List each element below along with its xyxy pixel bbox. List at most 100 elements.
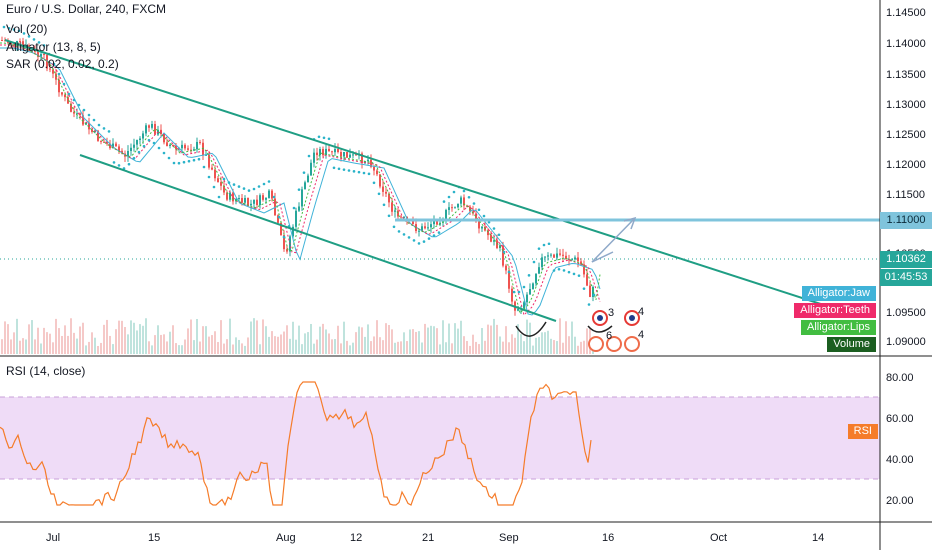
sar-dot (222, 177, 226, 181)
volume-bar (40, 343, 42, 354)
candle-body (121, 150, 123, 154)
candle-body (49, 68, 51, 70)
event-badge-icon[interactable] (588, 336, 604, 352)
candle-body (118, 146, 120, 151)
volume-bar (523, 341, 525, 354)
sar-dot (502, 250, 506, 254)
time-tick: Oct (710, 532, 727, 544)
candle-body (496, 240, 498, 249)
candle-body (505, 265, 507, 271)
volume-bar (451, 343, 453, 354)
projection-arrow[interactable] (591, 216, 637, 263)
sar-dot (162, 151, 166, 155)
price-tick: 1.14500 (886, 7, 926, 19)
symbol-title[interactable]: Euro / U.S. Dollar, 240, FXCM (6, 2, 167, 16)
volume-bar (556, 341, 558, 354)
flag-icon (597, 315, 603, 321)
candle-body (391, 202, 393, 212)
volume-bar (217, 342, 219, 354)
price-tick: 1.09500 (886, 307, 926, 319)
candle-body (82, 115, 84, 125)
sar-dot (362, 171, 366, 175)
volume-bar (313, 343, 315, 354)
sar-dot (572, 272, 576, 276)
sar-dot (147, 138, 151, 142)
candle-body (424, 226, 426, 229)
volume-bar (136, 330, 138, 354)
sar-dot (477, 208, 481, 212)
channel-lower-line[interactable] (79, 154, 557, 322)
volume-bar (175, 343, 177, 354)
candle-body (589, 285, 591, 297)
volume-bar (13, 332, 15, 354)
sar-dot (317, 135, 321, 139)
volume-bar (472, 334, 474, 354)
volume-bar (28, 324, 30, 354)
sar-dot (102, 127, 106, 130)
candle-body (571, 259, 573, 261)
curve-annotation[interactable] (515, 321, 547, 337)
candle-body (127, 150, 129, 157)
volume-bar (157, 325, 159, 354)
volume-bar (253, 318, 255, 354)
volume-bar (415, 331, 417, 354)
sar-dot (27, 35, 31, 38)
curve-annotation-2[interactable] (587, 325, 613, 333)
sar-dot (177, 161, 181, 165)
sar-dot (272, 195, 276, 199)
sar-dot (152, 141, 156, 145)
candle-body (343, 152, 345, 157)
candle-body (547, 255, 549, 257)
price-pane[interactable] (0, 0, 880, 356)
price-axis[interactable]: 1.14500 1.14000 1.13500 1.13000 1.12500 … (886, 7, 926, 348)
volume-bar (31, 320, 33, 354)
rsi-axis[interactable]: 80.00 60.00 40.00 20.00 (886, 372, 914, 507)
candle-body (538, 267, 540, 274)
event-badge-icon[interactable] (624, 336, 640, 352)
sar-dot (372, 181, 376, 185)
event-badges[interactable]: 3 4 6 4 (588, 306, 644, 352)
sar-dot (207, 175, 211, 179)
volume-legend[interactable]: Vol (20) (6, 22, 48, 36)
candle-body (490, 235, 492, 242)
volume-bar (166, 341, 168, 354)
time-tick: 21 (422, 532, 434, 544)
rsi-tick: 20.00 (886, 495, 914, 507)
sar-dot (337, 167, 341, 171)
candle-body (463, 197, 465, 206)
time-axis[interactable]: Jul 15 Aug 12 21 Sep 16 Oct 14 (46, 532, 824, 544)
volume-bar (202, 326, 204, 354)
alligator-legend[interactable]: Alligator (13, 8, 5) (6, 40, 101, 54)
candle-body (19, 41, 21, 43)
candle-body (355, 154, 357, 156)
volume-bar (430, 325, 432, 354)
sar-dot (117, 164, 121, 167)
volume-bar (355, 332, 357, 354)
sar-dot (587, 303, 591, 306)
candle-body (241, 198, 243, 203)
candle-body (250, 203, 252, 206)
volume-bar (526, 319, 528, 354)
volume-bar (502, 341, 504, 354)
volume-bar (271, 331, 273, 354)
volume-bar (463, 336, 465, 354)
rsi-legend[interactable]: RSI (14, close) (6, 364, 86, 378)
candle-body (244, 198, 246, 203)
candle-body (64, 94, 66, 98)
price-tick: 1.14000 (886, 38, 926, 50)
candle-body (457, 203, 459, 208)
candle-body (325, 148, 327, 156)
candle-body (430, 224, 432, 228)
volume-bar (352, 342, 354, 354)
event-badge-count: 6 (606, 330, 612, 342)
sar-dot (157, 146, 161, 150)
volume-bar (310, 323, 312, 354)
event-badge-icon[interactable] (606, 336, 622, 352)
candle-body (52, 69, 54, 74)
volume-bar (214, 331, 216, 354)
sar-legend[interactable]: SAR (0.02, 0.02, 0.2) (6, 57, 119, 71)
channel-upper-line[interactable] (4, 39, 831, 308)
candle-body (526, 294, 528, 303)
candle-body (76, 113, 78, 115)
